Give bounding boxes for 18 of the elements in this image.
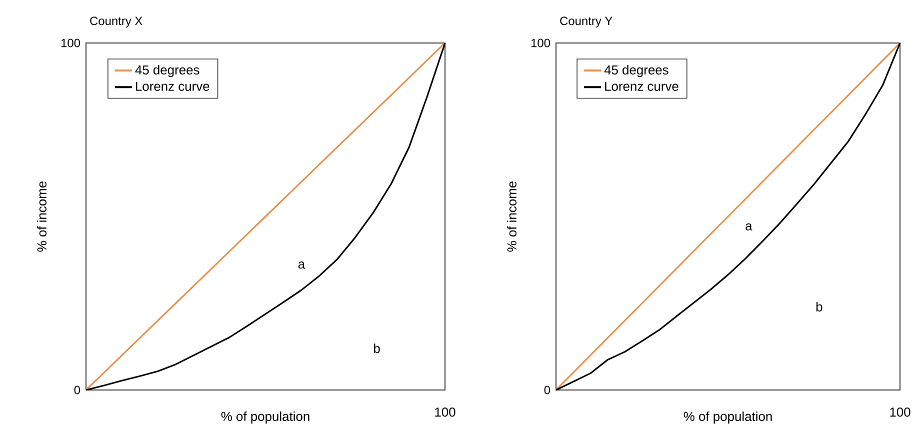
chart-title: Country X bbox=[90, 16, 142, 28]
x-axis-title: % of population bbox=[684, 412, 772, 424]
x-axis-title: % of population bbox=[221, 412, 310, 424]
text: 100 bbox=[890, 408, 910, 417]
y-tick-label: 0 bbox=[74, 386, 80, 394]
annotation: a bbox=[298, 262, 306, 269]
y-axis-title: % of income bbox=[36, 181, 46, 252]
annotation: a bbox=[746, 223, 752, 230]
legend-label: 45 degrees bbox=[135, 64, 200, 78]
text: 100 bbox=[435, 408, 456, 417]
legend-label: Lorenz curve bbox=[136, 82, 210, 91]
y-tick-label: 0 bbox=[544, 386, 550, 394]
annotation: b bbox=[816, 302, 822, 312]
annotation: b bbox=[374, 344, 380, 354]
chart-title: Country Y bbox=[560, 16, 612, 28]
y-axis-title: % of income bbox=[506, 181, 516, 252]
legend-label: Lorenz curve bbox=[605, 82, 678, 91]
legend-label: 45 degrees bbox=[604, 64, 668, 78]
